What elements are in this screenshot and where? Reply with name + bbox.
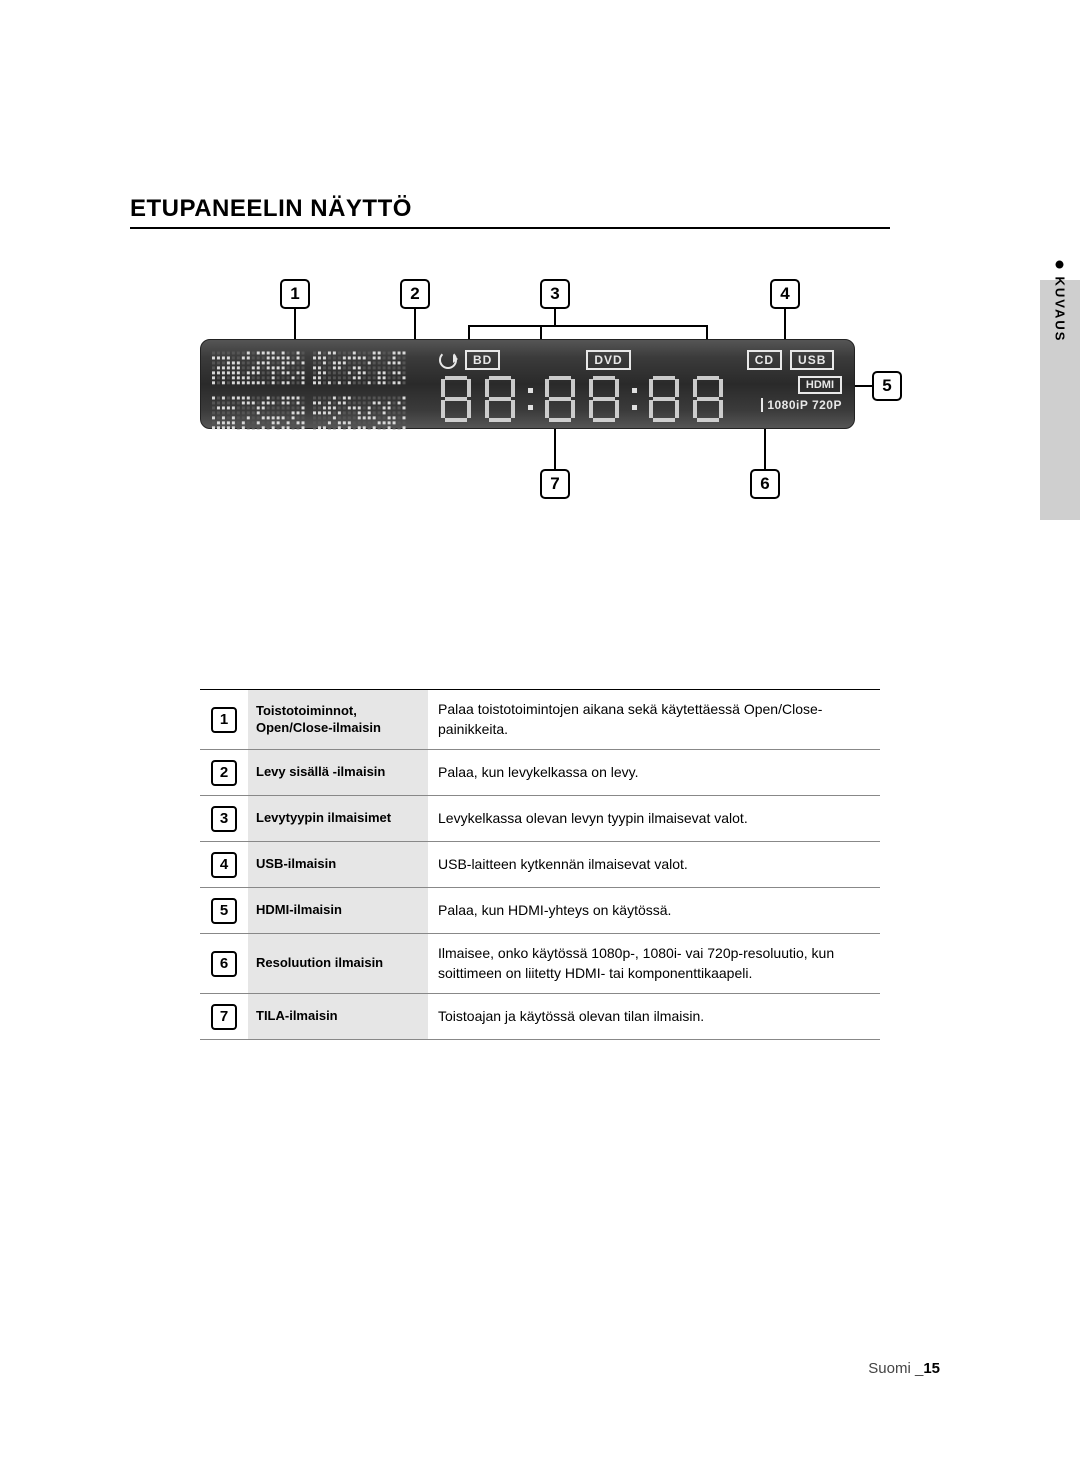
- legend-desc: Levykelkassa olevan levyn tyypin ilmaise…: [428, 796, 880, 841]
- seg-digit: [437, 374, 475, 424]
- legend-row: 7 TILA-ilmaisin Toistoajan ja käytössä o…: [200, 994, 880, 1040]
- callout-4: 4: [770, 279, 800, 309]
- dot-block: [211, 393, 306, 432]
- front-panel-diagram: 1 2 3 4 5 BD D: [200, 279, 880, 509]
- legend-desc: Palaa toistotoimintojen aikana sekä käyt…: [428, 690, 880, 749]
- dot-block: [211, 348, 306, 387]
- callout-5: 5: [872, 371, 902, 401]
- footer-page: 15: [923, 1360, 940, 1377]
- resolution-indicator: 1080iP 720P: [761, 398, 842, 412]
- seg-digit: [541, 374, 579, 424]
- seg-digit: [481, 374, 519, 424]
- usb-indicator: USB: [790, 350, 834, 370]
- bd-indicator: BD: [465, 350, 500, 370]
- legend-num: 1: [211, 707, 237, 733]
- legend-desc: Ilmaisee, onko käytössä 1080p-, 1080i- v…: [428, 934, 880, 993]
- legend-desc: Palaa, kun HDMI-yhteys on käytössä.: [428, 888, 880, 933]
- legend-label: Toistotoiminnot, Open/Close-ilmaisin: [248, 690, 428, 749]
- colon-icon: [629, 388, 639, 410]
- legend-label: Resoluution ilmaisin: [248, 934, 428, 993]
- legend-label: USB-ilmaisin: [248, 842, 428, 887]
- legend-row: 2 Levy sisällä -ilmaisin Palaa, kun levy…: [200, 750, 880, 796]
- page-footer: Suomi _15: [868, 1360, 940, 1377]
- seg-digit: [585, 374, 623, 424]
- cd-indicator: CD: [747, 350, 782, 370]
- display-panel: BD DVD CD USB HDMI 1080iP 720P: [200, 339, 855, 429]
- seg-digit: [689, 374, 727, 424]
- seg-digit: [645, 374, 683, 424]
- leader-line: [554, 309, 556, 325]
- legend-row: 3 Levytyypin ilmaisimet Levykelkassa ole…: [200, 796, 880, 842]
- callout-6: 6: [750, 469, 780, 499]
- footer-lang: Suomi: [868, 1360, 911, 1377]
- callout-2: 2: [400, 279, 430, 309]
- leader-line: [414, 309, 416, 343]
- colon-icon: [525, 388, 535, 410]
- side-tab-label: KUVAUS: [1053, 261, 1068, 343]
- legend-row: 5 HDMI-ilmaisin Palaa, kun HDMI-yhteys o…: [200, 888, 880, 934]
- leader-line: [784, 309, 786, 343]
- leader-line: [764, 429, 766, 469]
- dot-block: [312, 348, 407, 387]
- legend-num: 5: [211, 898, 237, 924]
- legend-label: Levytyypin ilmaisimet: [248, 796, 428, 841]
- bullet-icon: [1056, 261, 1064, 269]
- legend-row: 1 Toistotoiminnot, Open/Close-ilmaisin P…: [200, 690, 880, 750]
- leader-line: [554, 429, 556, 469]
- legend-num: 6: [211, 951, 237, 977]
- legend-num: 4: [211, 852, 237, 878]
- disc-spin-icon: [439, 351, 457, 369]
- legend-num: 3: [211, 806, 237, 832]
- legend-num: 2: [211, 760, 237, 786]
- legend-label: TILA-ilmaisin: [248, 994, 428, 1039]
- legend-num: 7: [211, 1004, 237, 1030]
- legend-row: 6 Resoluution ilmaisin Ilmaisee, onko kä…: [200, 934, 880, 994]
- hdmi-indicator: HDMI: [798, 376, 842, 394]
- dvd-indicator: DVD: [586, 350, 630, 370]
- leader-line: [468, 325, 708, 327]
- dot-block: [312, 393, 407, 432]
- disc-type-indicators: BD DVD CD USB: [439, 350, 834, 370]
- side-tab: KUVAUS: [1040, 280, 1080, 520]
- section-title: ETUPANEELIN NÄYTTÖ: [130, 195, 890, 229]
- legend-row: 4 USB-ilmaisin USB-laitteen kytkennän il…: [200, 842, 880, 888]
- page-content: ETUPANEELIN NÄYTTÖ 1 2 3 4 5: [130, 195, 890, 1040]
- legend-desc: USB-laitteen kytkennän ilmaisevat valot.: [428, 842, 880, 887]
- callout-3: 3: [540, 279, 570, 309]
- callout-7: 7: [540, 469, 570, 499]
- side-tab-text: KUVAUS: [1053, 277, 1068, 343]
- legend-label: HDMI-ilmaisin: [248, 888, 428, 933]
- leader-line: [294, 309, 296, 339]
- leader-line: [855, 385, 872, 387]
- callout-1: 1: [280, 279, 310, 309]
- dot-matrix-area: [211, 348, 406, 420]
- legend-table: 1 Toistotoiminnot, Open/Close-ilmaisin P…: [200, 689, 880, 1040]
- legend-desc: Palaa, kun levykelkassa on levy.: [428, 750, 880, 795]
- legend-label: Levy sisällä -ilmaisin: [248, 750, 428, 795]
- legend-desc: Toistoajan ja käytössä olevan tilan ilma…: [428, 994, 880, 1039]
- time-display: [437, 374, 727, 424]
- hdmi-resolution-area: HDMI 1080iP 720P: [761, 376, 842, 412]
